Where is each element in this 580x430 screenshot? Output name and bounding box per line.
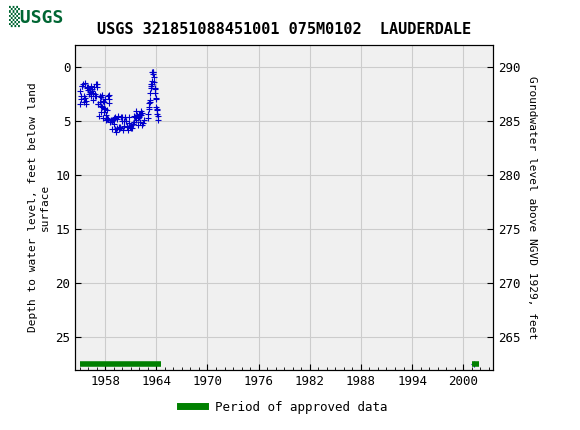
Y-axis label: Groundwater level above NGVD 1929, feet: Groundwater level above NGVD 1929, feet [527,76,537,339]
Bar [3,3,81,30]
Title: USGS 321851088451001 075M0102  LAUDERDALE: USGS 321851088451001 075M0102 LAUDERDALE [97,22,472,37]
Legend: Period of approved data: Period of approved data [176,396,393,419]
Y-axis label: Depth to water level, feet below land
surface: Depth to water level, feet below land su… [28,83,50,332]
FancyBboxPatch shape [3,3,78,30]
Text: ▒USGS: ▒USGS [6,6,60,27]
Text: ▒USGS: ▒USGS [9,6,63,27]
